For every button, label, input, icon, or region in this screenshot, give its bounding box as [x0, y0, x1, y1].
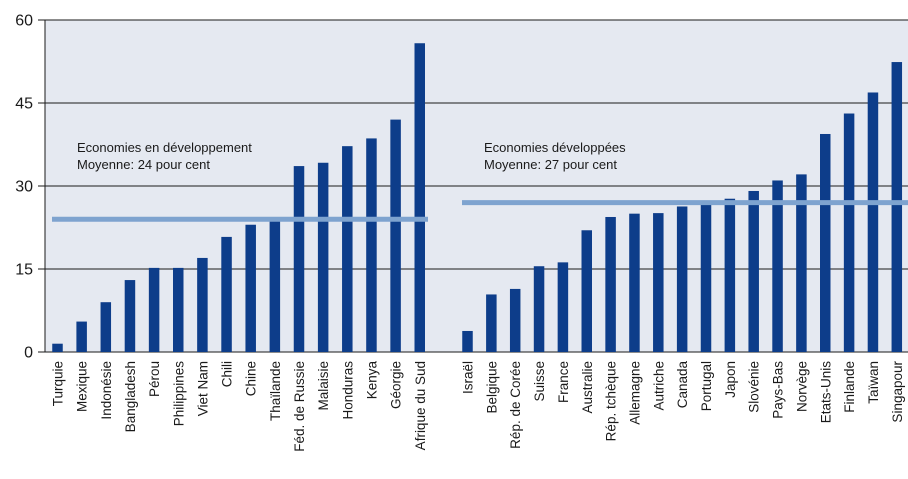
- bar: [317, 162, 329, 352]
- bar: [197, 257, 208, 352]
- bar: [100, 302, 112, 352]
- y-axis: 0 15 30 45 60: [15, 13, 46, 362]
- category-label: Turquie: [51, 361, 66, 406]
- bar: [772, 180, 783, 352]
- category-label: Pays-Bas: [771, 361, 786, 419]
- category-label: Canada: [675, 361, 690, 409]
- bar: [462, 330, 473, 352]
- annotations: Economies en développement Moyenne: 24 po…: [77, 140, 626, 172]
- bar: [724, 198, 736, 352]
- bar: [293, 166, 305, 352]
- category-label: Slovénie: [747, 361, 762, 413]
- bar: [509, 288, 521, 352]
- bar: [605, 216, 616, 352]
- bar: [52, 343, 63, 352]
- bar: [748, 190, 759, 352]
- y-tick-label: 45: [15, 96, 33, 113]
- bar: [796, 174, 807, 352]
- bar: [891, 62, 903, 352]
- category-label: Belgique: [484, 361, 499, 414]
- bar: [173, 267, 184, 352]
- bar: [557, 262, 569, 352]
- bars: [52, 43, 903, 353]
- category-label: Australie: [580, 361, 595, 414]
- average-lines: [52, 200, 908, 222]
- y-tick-label: 0: [24, 345, 33, 362]
- y-tick-label: 30: [15, 179, 33, 196]
- bar: [390, 119, 401, 352]
- y-tick-label: 15: [15, 262, 33, 279]
- category-label: Thaïlande: [268, 361, 283, 421]
- category-label: Israël: [461, 361, 476, 394]
- bar: [533, 266, 545, 352]
- category-label: Suisse: [532, 361, 547, 402]
- category-label: Etats-Unis: [818, 361, 833, 424]
- bar: [245, 224, 256, 352]
- category-label: Allemagne: [627, 361, 642, 425]
- group-title: Economies développées: [484, 140, 626, 155]
- bar: [676, 206, 688, 352]
- bar: [148, 267, 160, 352]
- category-label: Finlande: [842, 361, 857, 413]
- category-label: Kenya: [364, 361, 379, 400]
- category-label: Portugal: [699, 361, 714, 411]
- bar: [843, 113, 855, 352]
- category-label: Indonésie: [99, 361, 114, 420]
- bar: [221, 236, 232, 352]
- category-label: Chine: [244, 361, 259, 396]
- bar: [581, 230, 592, 352]
- category-label: Japon: [723, 361, 738, 398]
- category-label: Malaisie: [316, 361, 331, 411]
- category-label: Rép. de Corée: [508, 361, 523, 449]
- category-label: Bangladesh: [123, 361, 138, 432]
- group-average-label: Moyenne: 24 pour cent: [77, 157, 210, 172]
- category-label: Autriche: [651, 361, 666, 411]
- category-label: France: [556, 361, 571, 403]
- bar: [867, 92, 879, 352]
- category-label: Pérou: [147, 361, 162, 397]
- bar: [629, 213, 640, 352]
- bar: [124, 280, 136, 352]
- category-label: Rép. tchèque: [604, 361, 619, 441]
- category-labels: Turquie Mexique Indonésie Bangladesh Pérou Ph…: [51, 361, 905, 452]
- bar: [700, 202, 712, 352]
- category-label: Géorgie: [389, 361, 404, 409]
- category-label: Viet Nam: [195, 361, 210, 416]
- category-label: Singapour: [890, 361, 905, 423]
- category-label: Honduras: [340, 361, 355, 420]
- bar: [342, 146, 353, 352]
- group-title: Economies en développement: [77, 140, 252, 155]
- bar: [820, 133, 831, 352]
- bar: [76, 321, 87, 352]
- bar: [486, 294, 497, 352]
- bar: [269, 220, 281, 352]
- group-average-label: Moyenne: 27 pour cent: [484, 157, 617, 172]
- bar: [414, 43, 425, 353]
- bar: [653, 213, 664, 352]
- category-label: Norvège: [794, 361, 809, 412]
- category-label: Taïwan: [866, 361, 881, 404]
- bar: [366, 138, 377, 352]
- category-label: Afrique du Sud: [413, 361, 428, 450]
- category-label: Chili: [220, 361, 235, 387]
- category-label: Philippines: [171, 361, 186, 427]
- category-label: Féd. de Russie: [292, 361, 307, 452]
- y-tick-label: 60: [15, 13, 33, 30]
- category-label: Mexique: [75, 361, 90, 412]
